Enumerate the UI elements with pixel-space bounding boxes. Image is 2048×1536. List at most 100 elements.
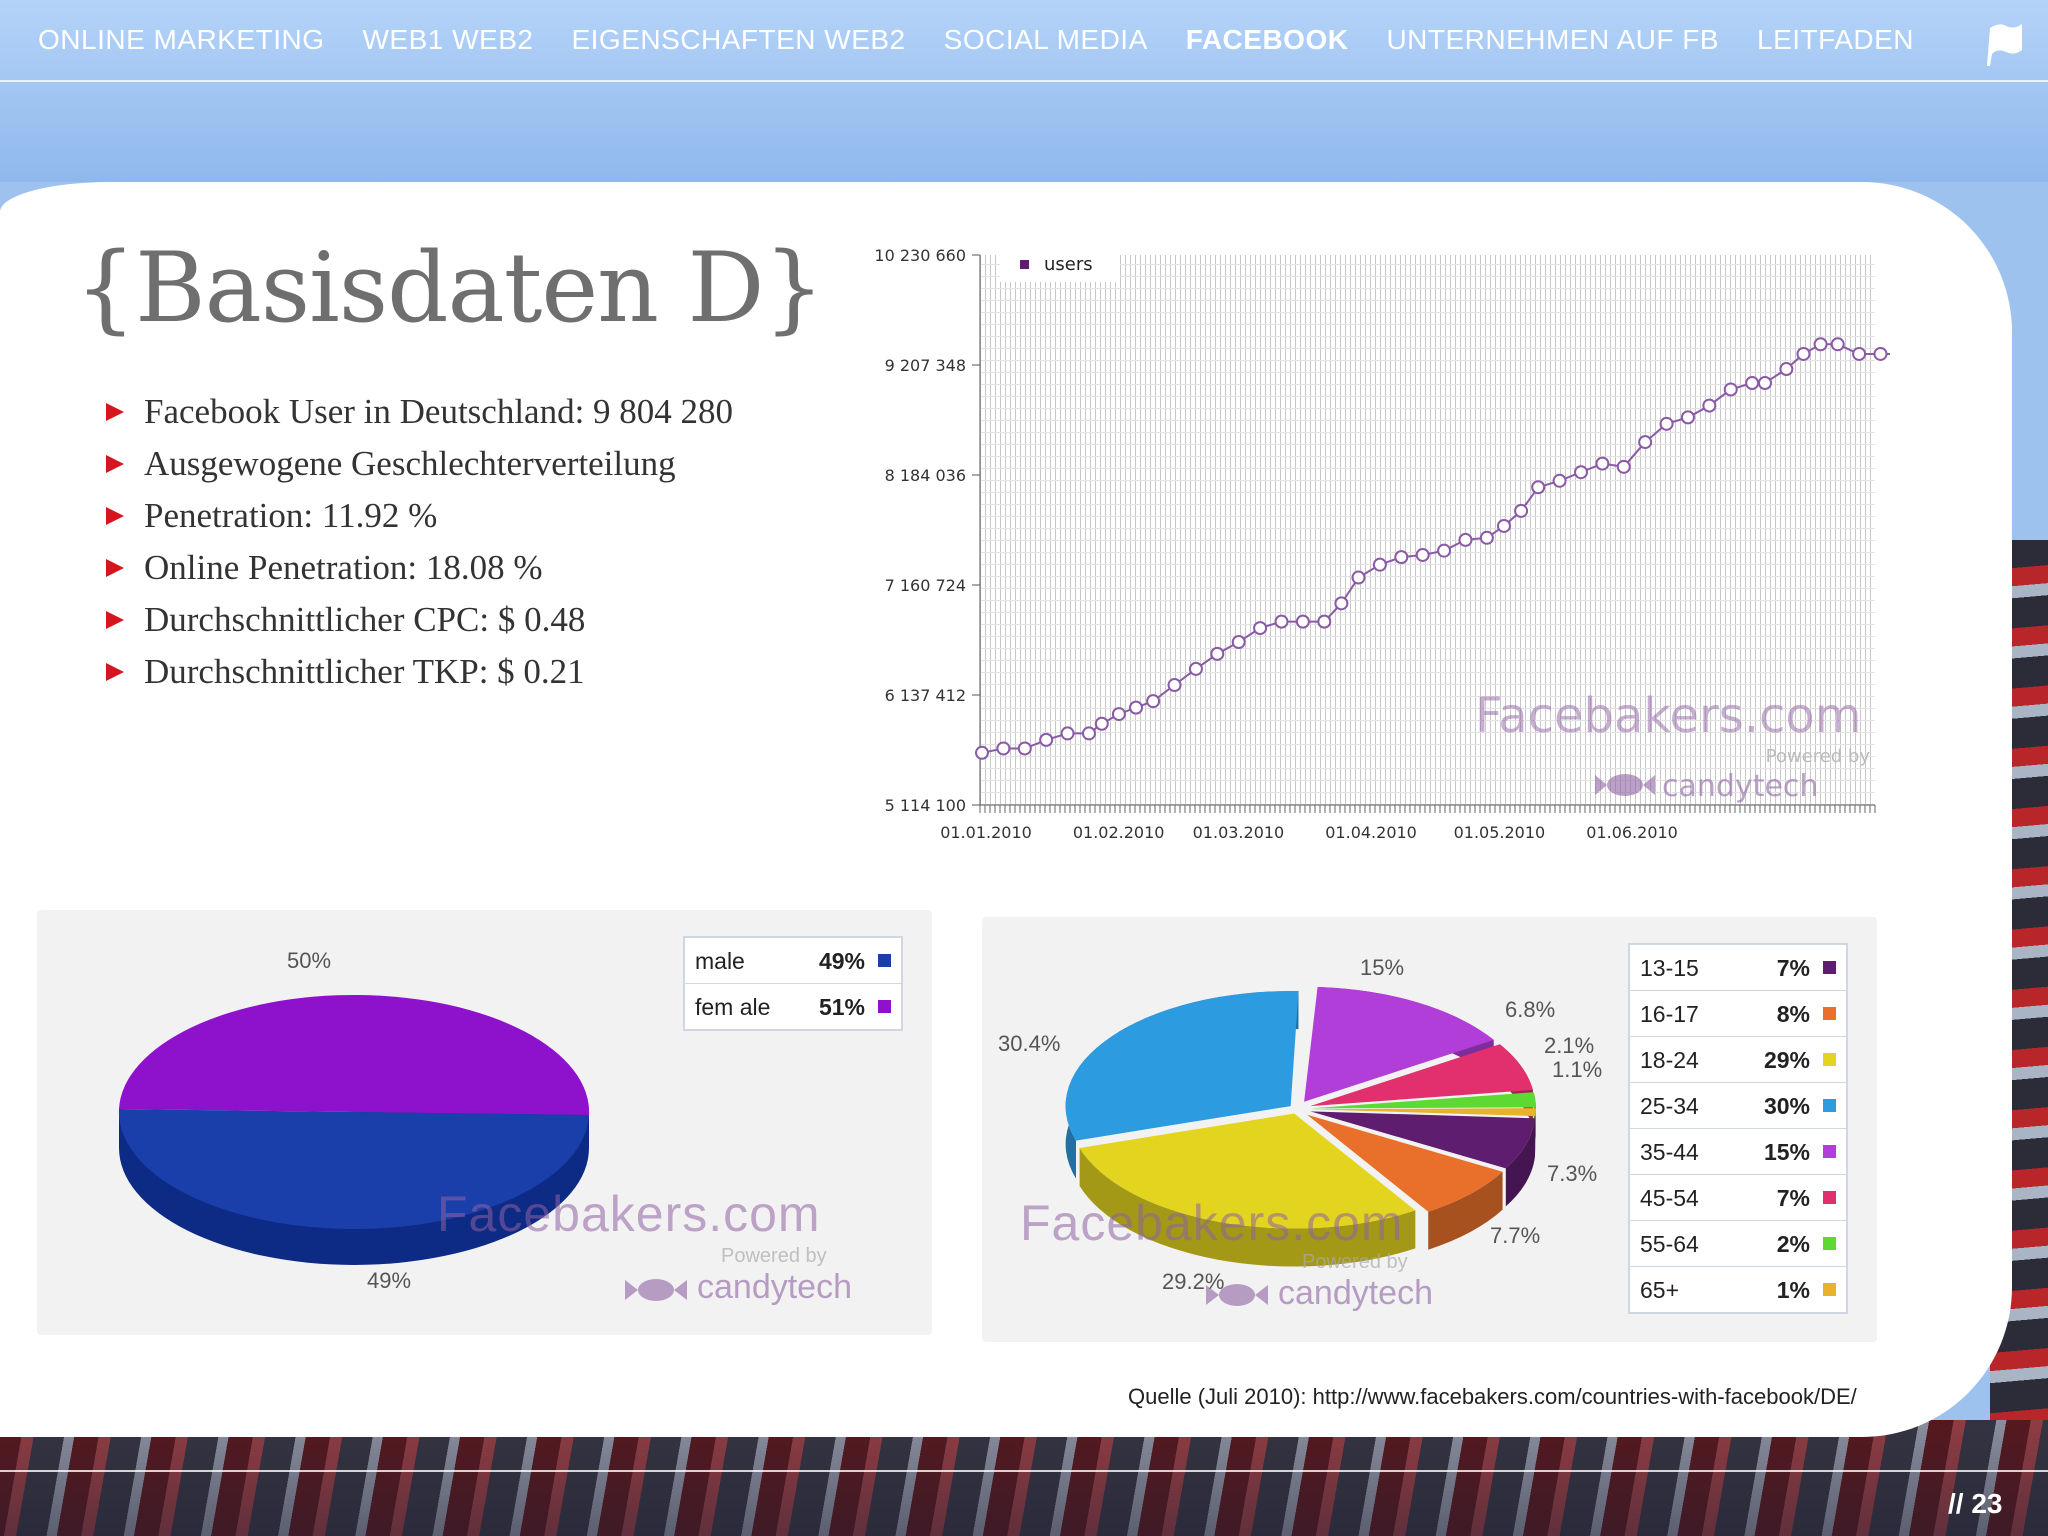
legend-value: 29% bbox=[1763, 1047, 1810, 1073]
data-point bbox=[1830, 337, 1845, 352]
y-tick-label: 10 230 660 bbox=[874, 246, 966, 265]
data-point bbox=[1659, 416, 1674, 431]
legend-row-13-15: 13-15 7% bbox=[1630, 945, 1846, 991]
legend-swatch bbox=[1823, 1237, 1836, 1250]
pie-label-female: 50% bbox=[287, 948, 332, 973]
pie-label-16-17: 7.7% bbox=[1490, 1223, 1541, 1248]
gender-chart-panel: 50% 49% male 49% fem ale 51% Facebakers.… bbox=[37, 910, 932, 1335]
flag-icon[interactable] bbox=[1986, 20, 2026, 70]
data-point bbox=[1231, 635, 1246, 650]
key-fact-item: Penetration: 11.92 % bbox=[106, 490, 733, 542]
users-line-chart: 10 230 660 9 207 348 8 184 036 7 160 724 6 1… bbox=[874, 246, 1890, 842]
data-point bbox=[1188, 661, 1203, 676]
data-point bbox=[1873, 346, 1888, 361]
pie-label-65-plus: 1.1% bbox=[1552, 1057, 1603, 1082]
legend-label: 18-24 bbox=[1640, 1047, 1699, 1073]
watermark-facebakers: Facebakers.com bbox=[437, 1186, 821, 1242]
nav-item-online-marketing[interactable]: ONLINE MARKETING bbox=[38, 24, 325, 55]
legend-label: 13-15 bbox=[1640, 955, 1699, 981]
nav-item-unternehmen-auf-fb[interactable]: UNTERNEHMEN AUF FB bbox=[1386, 24, 1720, 55]
legend-swatch bbox=[1823, 961, 1836, 974]
legend-label: male bbox=[695, 948, 745, 974]
data-point bbox=[1295, 614, 1310, 629]
watermark-powered-by: Powered by bbox=[721, 1245, 827, 1267]
gender-pie-chart bbox=[118, 994, 590, 1265]
page-number: // 23 bbox=[1948, 1488, 2003, 1519]
legend-value: 8% bbox=[1776, 1001, 1810, 1027]
pie-slice-18-24 bbox=[1079, 1113, 1416, 1229]
y-tick-label: 9 207 348 bbox=[885, 356, 966, 375]
y-tick-label: 8 184 036 bbox=[885, 466, 966, 485]
data-point bbox=[1852, 346, 1867, 361]
data-point bbox=[1317, 614, 1332, 629]
nav-item-facebook[interactable]: FACEBOOK bbox=[1185, 24, 1349, 55]
legend-value: 2% bbox=[1776, 1231, 1810, 1257]
legend-row-65-plus: 65+ 1% bbox=[1630, 1267, 1846, 1312]
watermark-candytech: candytech bbox=[1662, 769, 1818, 804]
key-fact-item: Online Penetration: 18.08 % bbox=[106, 542, 733, 594]
data-point bbox=[1638, 435, 1653, 450]
legend-label: 35-44 bbox=[1640, 1139, 1699, 1165]
x-tick-label: 01.06.2010 bbox=[1586, 823, 1678, 842]
nav-item-eigenschaften-web2[interactable]: EIGENSCHAFTEN WEB2 bbox=[571, 24, 906, 55]
main-navigation: ONLINE MARKETING WEB1 WEB2 EIGENSCHAFTEN… bbox=[0, 0, 2048, 82]
legend-swatch bbox=[878, 954, 891, 967]
pie-side-16-17 bbox=[1428, 1171, 1503, 1250]
pie-slice-female bbox=[119, 994, 590, 1115]
data-point bbox=[1496, 518, 1511, 533]
age-pie-chart bbox=[1065, 986, 1536, 1267]
legend-value: 49% bbox=[818, 948, 865, 974]
legend-value: 1% bbox=[1776, 1277, 1810, 1303]
data-point bbox=[1458, 532, 1473, 547]
data-point bbox=[1595, 456, 1610, 471]
data-point bbox=[1017, 741, 1032, 756]
pie-label-13-15: 7.3% bbox=[1547, 1161, 1598, 1186]
legend-value: 15% bbox=[1763, 1139, 1810, 1165]
legend-label: 25-34 bbox=[1640, 1093, 1699, 1119]
data-point bbox=[1757, 375, 1772, 390]
data-point bbox=[1779, 362, 1794, 377]
legend-swatch bbox=[1823, 1191, 1836, 1204]
legend-label: 16-17 bbox=[1640, 1001, 1699, 1027]
candy-icon bbox=[1206, 1284, 1268, 1306]
data-point bbox=[1094, 716, 1109, 731]
data-point bbox=[1111, 707, 1126, 722]
age-chart-panel: 15% 6.8% 2.1% 1.1% 7.3% 7.7% 29.2% 30.4%… bbox=[982, 917, 1877, 1342]
source-citation: Quelle (Juli 2010): http://www.facebaker… bbox=[1128, 1384, 1857, 1409]
nav-item-leitfaden[interactable]: LEITFADEN bbox=[1757, 24, 1915, 55]
legend-row-25-34: 25-34 30% bbox=[1630, 1083, 1846, 1129]
watermark-powered-by: Powered by bbox=[1766, 746, 1871, 767]
data-point bbox=[1394, 550, 1409, 565]
pie-slice-13-15 bbox=[1310, 1111, 1536, 1169]
pie-label-18-24: 29.2% bbox=[1162, 1269, 1225, 1294]
legend-value: 7% bbox=[1776, 1185, 1810, 1211]
data-point bbox=[1531, 480, 1546, 495]
candy-icon bbox=[1595, 774, 1655, 796]
y-tick-label: 7 160 724 bbox=[885, 576, 966, 595]
pie-slice-16-17 bbox=[1307, 1114, 1503, 1212]
nav-item-web1-web2[interactable]: WEB1 WEB2 bbox=[362, 24, 534, 55]
data-point bbox=[1081, 726, 1096, 741]
x-tick-label: 01.01.2010 bbox=[940, 823, 1032, 842]
pie-slice-65+ bbox=[1310, 1108, 1536, 1117]
data-point bbox=[1274, 614, 1289, 629]
legend-row-female: fem ale 51% bbox=[685, 984, 901, 1029]
y-tick-label: 5 114 100 bbox=[885, 796, 966, 815]
data-point bbox=[1437, 543, 1452, 558]
data-point bbox=[1167, 678, 1182, 693]
footer-divider bbox=[0, 1470, 2048, 1472]
watermark-powered-by: Powered by bbox=[1302, 1251, 1408, 1273]
x-tick-label: 01.02.2010 bbox=[1073, 823, 1165, 842]
nav-item-social-media[interactable]: SOCIAL MEDIA bbox=[943, 24, 1148, 55]
legend-row-18-24: 18-24 29% bbox=[1630, 1037, 1846, 1083]
key-facts-list: Facebook User in Deutschland: 9 804 280 … bbox=[106, 386, 733, 698]
data-point bbox=[1573, 465, 1588, 480]
pie-label-25-34: 30.4% bbox=[998, 1031, 1061, 1056]
key-fact-item: Durchschnittlicher TKP: $ 0.21 bbox=[106, 646, 733, 698]
legend-label: fem ale bbox=[695, 994, 771, 1020]
watermark-facebakers: Facebakers.com bbox=[1020, 1195, 1404, 1251]
pie-label-45-54: 6.8% bbox=[1505, 997, 1556, 1022]
legend-row-55-64: 55-64 2% bbox=[1630, 1221, 1846, 1267]
pie-slice-45-54 bbox=[1310, 1044, 1533, 1107]
key-fact-item: Durchschnittlicher CPC: $ 0.48 bbox=[106, 594, 733, 646]
